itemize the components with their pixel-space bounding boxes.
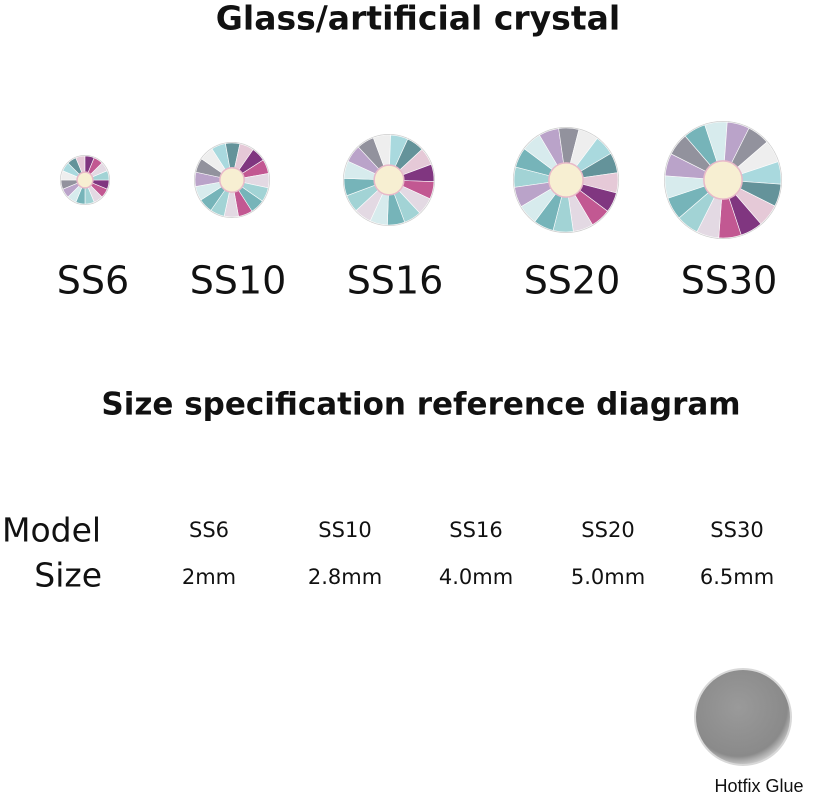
crystal-table bbox=[548, 162, 584, 198]
crystal bbox=[343, 134, 435, 226]
crystal-table bbox=[373, 164, 405, 196]
crystal-table bbox=[76, 171, 94, 189]
title: Glass/artificial crystal bbox=[216, 0, 620, 38]
size-cell: 2mm bbox=[182, 565, 236, 589]
crystal-label: SS20 bbox=[524, 259, 621, 303]
crystal bbox=[60, 155, 110, 205]
size-cell: 4.0mm bbox=[439, 565, 513, 589]
crystal-label: SS6 bbox=[57, 259, 129, 303]
crystal-table bbox=[219, 167, 245, 193]
crystal bbox=[194, 142, 270, 218]
row-label: Size bbox=[34, 556, 102, 595]
size-cell: 6.5mm bbox=[700, 565, 774, 589]
model-cell: SS10 bbox=[318, 518, 371, 542]
size-cell: 5.0mm bbox=[571, 565, 645, 589]
crystal-label: SS10 bbox=[190, 259, 287, 303]
model-cell: SS20 bbox=[581, 518, 634, 542]
hotfix-label: Hotfix Glue bbox=[714, 776, 803, 796]
crystal bbox=[664, 121, 782, 239]
model-cell: SS16 bbox=[449, 518, 502, 542]
crystal-label: SS16 bbox=[347, 259, 444, 303]
size-cell: 2.8mm bbox=[308, 565, 382, 589]
crystal bbox=[513, 127, 619, 233]
model-cell: SS6 bbox=[189, 518, 229, 542]
crystal-label: SS30 bbox=[681, 259, 778, 303]
crystal-table bbox=[703, 160, 743, 200]
section-title: Size specification reference diagram bbox=[101, 387, 740, 423]
row-label: Model bbox=[2, 511, 101, 550]
model-cell: SS30 bbox=[710, 518, 763, 542]
hotfix-glue-dot bbox=[694, 668, 792, 766]
